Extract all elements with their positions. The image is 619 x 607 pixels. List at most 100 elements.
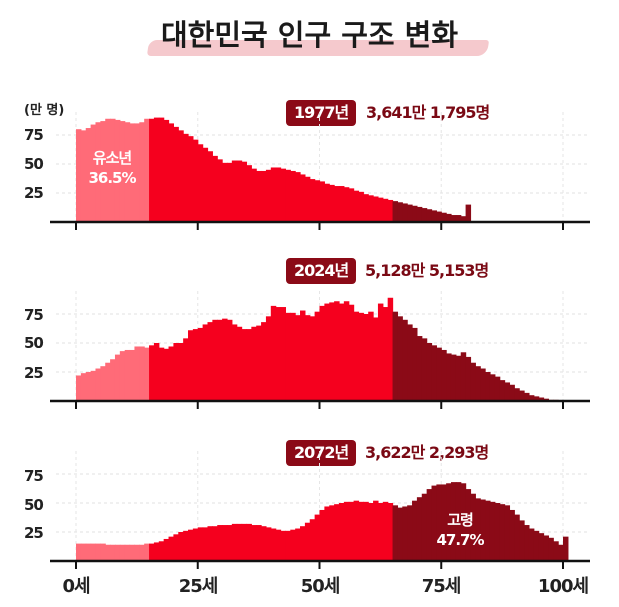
- histogram-bar: [358, 312, 364, 401]
- histogram-bar: [431, 485, 437, 561]
- histogram-bar: [416, 336, 423, 401]
- histogram-bar: [343, 187, 350, 222]
- histogram-bar: [329, 505, 335, 561]
- histogram-bar: [470, 493, 476, 561]
- histogram-bar: [373, 317, 379, 401]
- histogram-bar: [548, 537, 554, 561]
- histogram-bar: [538, 397, 545, 401]
- histogram-bar: [441, 484, 447, 561]
- histogram-bar: [343, 301, 350, 401]
- histogram-bar: [202, 324, 209, 401]
- histogram-bar: [514, 514, 520, 561]
- histogram-bar: [368, 503, 374, 561]
- histogram-bar: [485, 500, 491, 561]
- histogram-bar: [80, 130, 87, 222]
- histogram-bar: [295, 172, 301, 222]
- histogram-bar: [300, 174, 306, 222]
- histogram-bar: [392, 201, 399, 222]
- histogram-bar: [421, 493, 428, 561]
- histogram-bar: [231, 523, 238, 561]
- histogram-bar: [504, 382, 511, 401]
- histogram-bar: [377, 197, 384, 222]
- histogram-bar: [153, 542, 160, 561]
- x-tick-100: 100세: [537, 576, 589, 597]
- histogram-bar: [329, 184, 335, 222]
- histogram-bar: [402, 319, 408, 401]
- histogram-bar: [334, 504, 340, 561]
- histogram-bar: [504, 505, 511, 561]
- histogram-bar: [436, 211, 442, 222]
- histogram-bar: [95, 122, 101, 222]
- histogram-bar: [387, 199, 394, 222]
- histogram-bar: [251, 326, 257, 401]
- elderly-annotation: 고령 47.7%: [420, 510, 500, 550]
- histogram-bar: [231, 160, 238, 222]
- histogram-bar: [319, 181, 325, 222]
- histogram-bar: [387, 503, 394, 561]
- histogram-bar: [519, 520, 525, 561]
- y-tick-75: 75: [24, 306, 44, 324]
- histogram-bar: [285, 530, 291, 561]
- y-tick-75: 75: [24, 467, 44, 485]
- histogram-bar: [241, 523, 248, 561]
- histogram-bar: [158, 541, 165, 561]
- histogram-bar: [119, 121, 126, 222]
- histogram-bar: [270, 528, 277, 561]
- histogram-bar: [192, 329, 199, 401]
- histogram-bar: [275, 529, 282, 561]
- histogram-bar: [465, 489, 472, 561]
- y-tick-25: 25: [24, 184, 44, 202]
- histogram-bar: [563, 536, 569, 561]
- histogram-bar: [105, 118, 111, 222]
- population-total-1977: 3,641만 1,795명: [366, 103, 490, 122]
- histogram-bar: [334, 301, 340, 401]
- histogram-bar: [80, 373, 87, 401]
- histogram-bar: [226, 162, 233, 222]
- histogram-bar: [450, 215, 457, 222]
- histogram-bar: [236, 326, 243, 401]
- histogram-bar: [76, 543, 82, 561]
- histogram-bar: [280, 530, 287, 561]
- histogram-bar: [319, 305, 325, 401]
- histogram-bar: [436, 347, 442, 401]
- elderly-label: 고령: [447, 511, 474, 529]
- histogram-bar: [455, 355, 462, 401]
- population-total-2024: 5,128만 5,153명: [365, 261, 489, 280]
- histogram-bar: [382, 198, 389, 222]
- histogram-bar: [509, 509, 515, 561]
- histogram-bar: [144, 118, 150, 222]
- title-area: 대한민국 인구 구조 변화: [0, 8, 619, 58]
- histogram-bar: [105, 544, 111, 561]
- x-tick-0: 0세: [62, 576, 90, 597]
- histogram-bar: [197, 144, 204, 222]
- histogram-bar: [455, 482, 462, 561]
- histogram-bar: [265, 169, 272, 222]
- histogram-bar: [207, 151, 213, 222]
- histogram-bar: [489, 501, 496, 561]
- histogram-bar: [314, 514, 321, 561]
- histogram-bar: [446, 213, 452, 222]
- histogram-bar: [251, 525, 257, 561]
- histogram-bar: [373, 500, 379, 561]
- histogram-bar: [480, 499, 486, 561]
- histogram-bar: [353, 190, 360, 222]
- y-tick-75: 75: [24, 126, 44, 144]
- histogram-bar: [134, 123, 140, 222]
- histogram-bar: [163, 538, 170, 561]
- histogram-bar: [290, 529, 296, 561]
- histogram-bar: [85, 128, 92, 222]
- histogram-bar: [256, 525, 262, 561]
- histogram-bar: [446, 483, 452, 561]
- histogram-bar: [261, 526, 267, 561]
- histogram-bar: [178, 343, 184, 401]
- youth-percentage: 36.5%: [88, 169, 136, 187]
- histogram-bar: [207, 322, 213, 401]
- histogram-bar: [212, 526, 218, 561]
- histogram-bar: [353, 311, 360, 401]
- histogram-bar: [241, 329, 248, 401]
- histogram-bar: [90, 370, 97, 401]
- histogram-bar: [373, 196, 379, 222]
- histogram-bar: [100, 366, 106, 401]
- histogram-bar: [80, 543, 87, 561]
